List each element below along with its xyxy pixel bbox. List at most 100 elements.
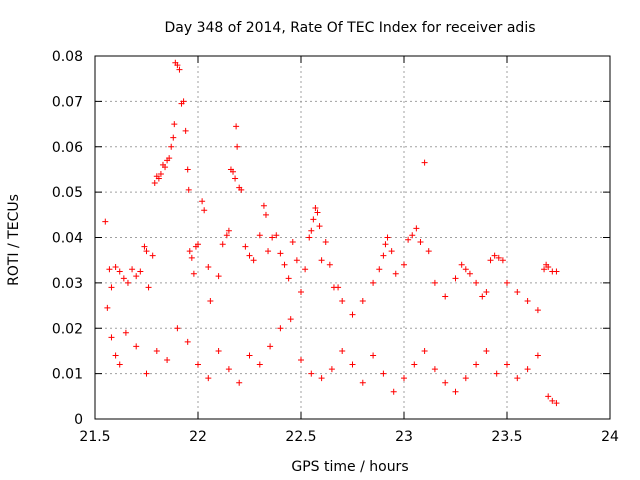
data-point [143, 370, 150, 377]
data-point [157, 170, 164, 177]
y-tick-label: 0.08 [52, 49, 83, 65]
data-point [318, 257, 325, 264]
data-point [421, 347, 428, 354]
data-point [289, 239, 296, 246]
data-point [225, 227, 232, 234]
data-point [256, 232, 263, 239]
data-point [462, 375, 469, 382]
data-point [479, 293, 486, 300]
data-point [466, 270, 473, 277]
data-point [473, 361, 480, 368]
data-point [246, 252, 253, 259]
data-point [401, 375, 407, 382]
data-point [215, 273, 222, 280]
data-point [219, 241, 226, 248]
data-point [129, 266, 136, 273]
data-point [421, 159, 428, 166]
data-point [277, 250, 284, 257]
data-point [242, 243, 249, 250]
data-point [524, 298, 531, 305]
data-point [162, 164, 169, 171]
data-point [205, 375, 212, 382]
data-point [166, 155, 173, 162]
data-point [545, 263, 552, 270]
data-point [256, 361, 263, 368]
data-point [143, 248, 150, 255]
data-point [108, 284, 115, 291]
data-point [390, 388, 397, 395]
data-point [483, 347, 490, 354]
data-point [184, 338, 191, 345]
data-point [524, 366, 531, 373]
data-point [223, 232, 230, 239]
data-point [151, 180, 158, 187]
data-point [514, 375, 521, 382]
data-point [380, 370, 387, 377]
data-point [376, 266, 383, 273]
data-point [108, 334, 115, 341]
data-point [176, 66, 183, 73]
data-point [302, 266, 309, 273]
data-point [215, 347, 222, 354]
data-point [483, 288, 490, 295]
data-point [293, 257, 300, 264]
data-point [514, 288, 521, 295]
data-point [553, 400, 560, 407]
data-point [186, 248, 193, 255]
data-point [495, 254, 502, 261]
data-point [246, 352, 253, 359]
data-point [392, 270, 399, 277]
data-point [349, 311, 356, 318]
data-point [199, 198, 206, 205]
data-point [287, 316, 294, 323]
data-point [541, 266, 548, 273]
data-point [491, 252, 498, 259]
data-point [262, 211, 269, 218]
data-point [380, 252, 387, 259]
data-point [168, 143, 175, 150]
data-point [116, 268, 123, 275]
data-point [339, 298, 346, 305]
data-point [382, 241, 389, 248]
data-point [504, 361, 510, 368]
data-point [328, 366, 335, 373]
data-point [145, 284, 152, 291]
data-point [335, 284, 342, 291]
data-point [431, 366, 438, 373]
data-point [549, 397, 556, 404]
data-point [405, 236, 412, 243]
data-points [102, 59, 560, 407]
data-point [310, 216, 317, 223]
data-point [452, 388, 459, 395]
data-point [306, 234, 313, 241]
y-tick-label: 0.04 [52, 231, 83, 247]
y-tick-label: 0.07 [52, 94, 83, 110]
data-point [174, 325, 181, 332]
data-point [458, 261, 465, 268]
data-point [195, 361, 201, 368]
data-point [137, 268, 144, 275]
data-point [417, 239, 424, 246]
data-point [312, 205, 319, 212]
data-point [285, 275, 292, 282]
data-point [413, 225, 420, 232]
data-point [234, 143, 241, 150]
data-point [411, 361, 418, 368]
data-point [171, 121, 178, 128]
data-point [442, 379, 449, 386]
data-point [265, 248, 272, 255]
y-tick-label: 0.01 [52, 367, 83, 383]
y-tick-label: 0.02 [52, 321, 83, 337]
data-point [230, 168, 237, 175]
x-tick-label: 22.5 [285, 429, 316, 445]
x-tick-label: 21.5 [79, 429, 110, 445]
data-point [184, 166, 191, 173]
data-point [124, 279, 131, 286]
y-axis-label: ROTI / TECUs [6, 194, 22, 286]
data-point [462, 266, 469, 273]
data-point [442, 293, 449, 300]
data-point [164, 357, 171, 364]
data-point [281, 261, 288, 268]
data-point [236, 379, 243, 386]
data-point [170, 134, 177, 141]
